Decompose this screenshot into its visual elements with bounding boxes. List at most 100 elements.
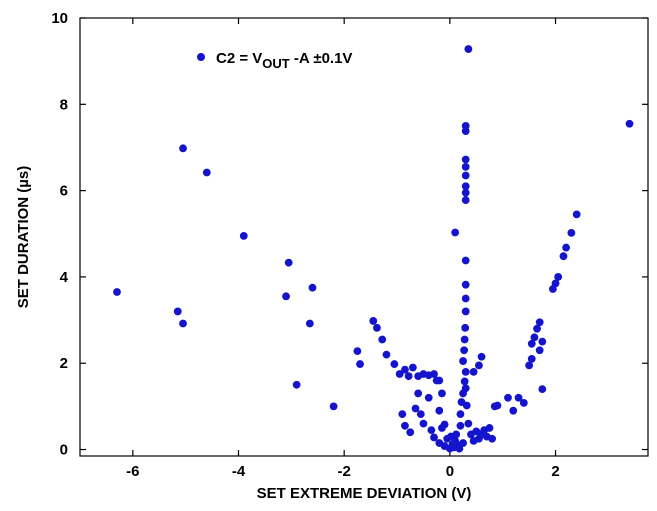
data-point [485, 424, 494, 432]
data-point [411, 404, 420, 413]
data-point [356, 360, 364, 368]
data-point [538, 385, 547, 394]
data-point [533, 324, 541, 333]
data-point [179, 144, 187, 153]
data-point [427, 426, 436, 435]
data-point [461, 162, 470, 171]
data-point [438, 389, 446, 398]
data-point [504, 393, 512, 402]
data-point [509, 406, 518, 415]
data-point [455, 444, 464, 453]
data-point [519, 399, 528, 407]
data-point [530, 333, 539, 342]
data-point [406, 428, 415, 437]
data-point [475, 361, 483, 370]
data-point [284, 258, 293, 267]
data-points [113, 45, 634, 453]
data-point [525, 361, 534, 370]
data-point [460, 346, 469, 355]
data-point [535, 346, 544, 355]
data-point [461, 155, 470, 164]
legend: C2 = VOUT -A ±0.1V [197, 50, 352, 71]
data-point [419, 419, 428, 428]
data-point [401, 365, 409, 374]
data-point [551, 279, 560, 288]
data-point [414, 389, 423, 398]
data-point [459, 439, 467, 447]
data-point [390, 360, 399, 368]
data-point [464, 45, 473, 53]
data-point [469, 367, 478, 376]
y-tick-label: 6 [60, 183, 68, 200]
data-point [535, 318, 544, 327]
data-point [452, 430, 461, 439]
data-point [239, 232, 248, 240]
data-point [567, 229, 576, 237]
x-tick-label: 0 [446, 463, 454, 480]
y-axis-title: SET DURATION (µs) [15, 166, 32, 309]
data-point [395, 370, 404, 378]
data-point [438, 424, 446, 432]
data-point [179, 319, 187, 328]
data-point [554, 273, 563, 281]
x-tick-label: -2 [338, 463, 351, 480]
data-point [202, 168, 211, 177]
data-point [173, 307, 182, 316]
data-point [562, 243, 571, 252]
data-point [398, 410, 407, 419]
data-point [353, 347, 362, 356]
y-tick-label: 10 [51, 10, 68, 27]
data-point [461, 280, 470, 289]
data-point [382, 350, 391, 359]
x-tick-label: -6 [126, 463, 139, 480]
legend-label: C2 = VOUT -A ±0.1V [216, 50, 352, 71]
data-point [572, 210, 581, 219]
data-point [461, 367, 470, 376]
data-point [432, 376, 441, 385]
data-point [461, 307, 470, 316]
data-point [461, 294, 470, 303]
data-point [435, 406, 444, 415]
data-point [464, 419, 473, 428]
x-axis: -6 -4 -2 0 2 [126, 18, 560, 480]
data-point [514, 393, 523, 402]
data-point [113, 288, 121, 296]
data-point [408, 363, 417, 372]
data-point [461, 182, 470, 191]
data-point [451, 228, 460, 237]
data-point [527, 355, 536, 363]
data-point [493, 401, 502, 410]
data-point [424, 393, 433, 402]
data-point [538, 337, 547, 346]
data-point [430, 370, 438, 378]
data-point [460, 377, 469, 386]
data-point [527, 339, 536, 348]
data-point [462, 401, 471, 410]
data-point [461, 188, 470, 197]
y-tick-label: 4 [60, 269, 69, 286]
data-point [329, 402, 338, 411]
data-point [477, 352, 486, 361]
legend-marker [197, 53, 205, 61]
data-point [625, 119, 634, 128]
data-point [308, 283, 317, 292]
data-point [456, 410, 465, 419]
y-tick-label: 2 [60, 355, 68, 372]
plot-frame [79, 17, 649, 457]
data-point [461, 196, 470, 205]
data-point [401, 421, 409, 430]
data-point [430, 433, 438, 442]
data-point [292, 380, 301, 389]
y-tick-label: 0 [60, 442, 68, 459]
data-point [461, 121, 470, 130]
data-point [460, 335, 469, 344]
data-point [378, 335, 387, 344]
data-point [282, 292, 290, 301]
data-point [416, 410, 425, 419]
y-tick-label: 8 [60, 96, 68, 113]
data-point [461, 256, 470, 265]
data-point [461, 171, 470, 180]
data-point [459, 357, 467, 365]
